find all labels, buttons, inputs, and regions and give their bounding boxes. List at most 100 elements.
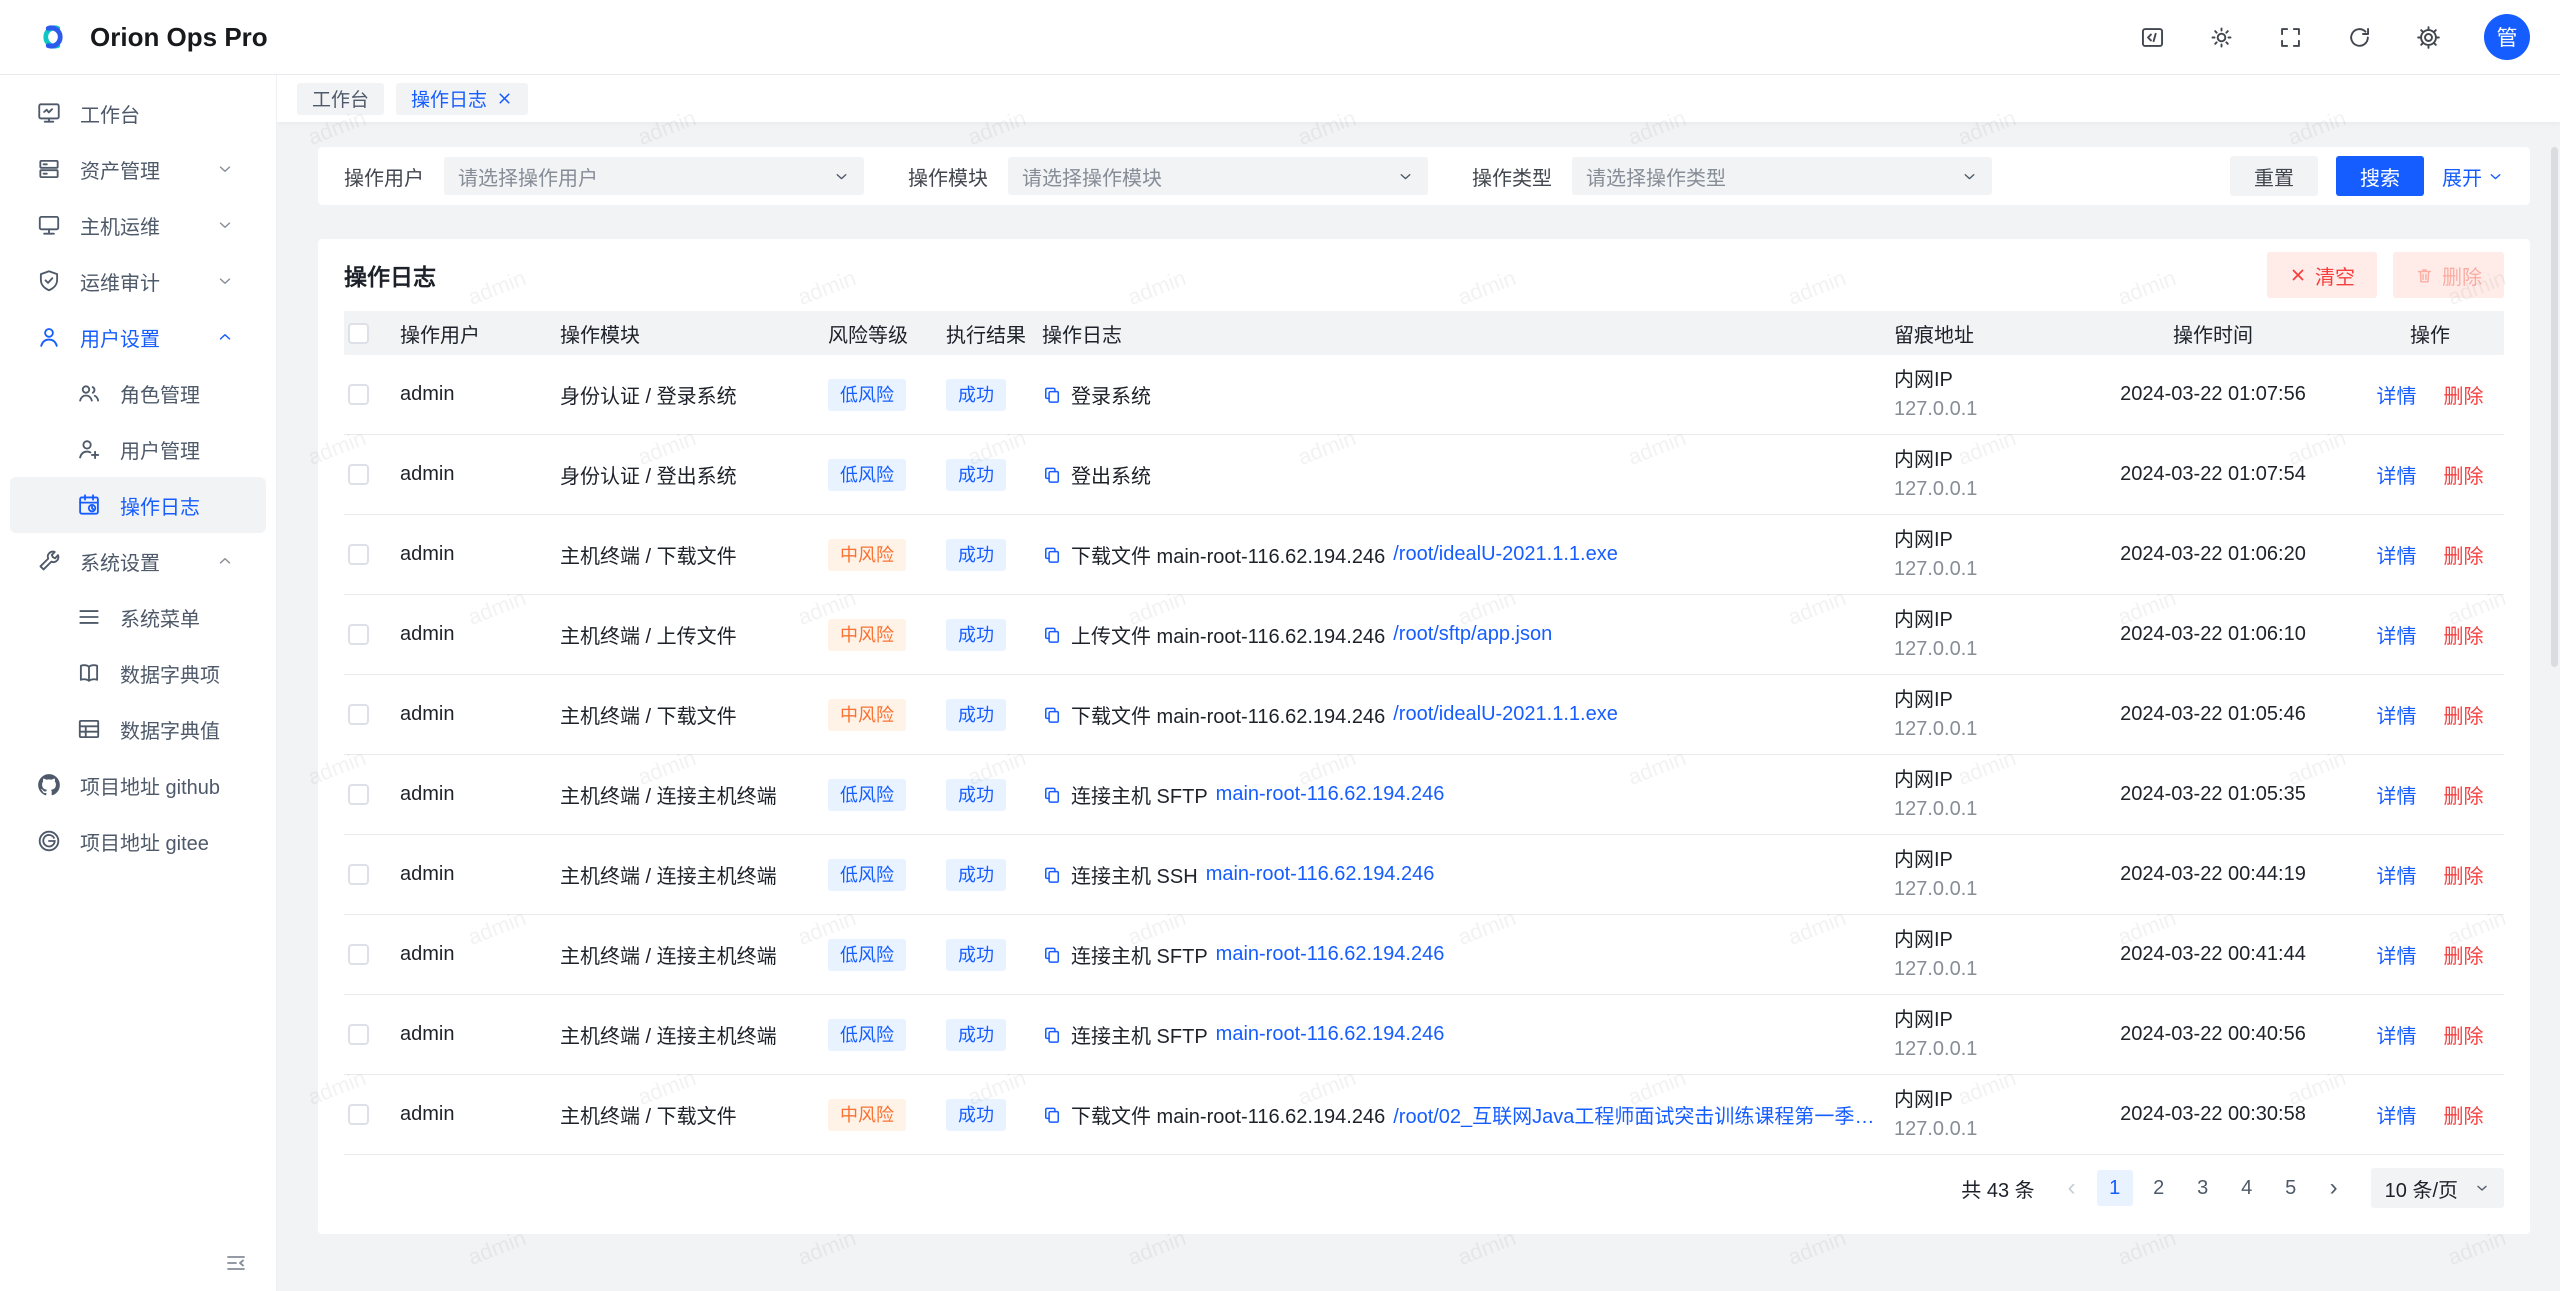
- sidebar-item-gitee[interactable]: 项目地址 gitee: [0, 813, 276, 869]
- sidebar-item-github[interactable]: 项目地址 github: [0, 757, 276, 813]
- copy-icon[interactable]: [1042, 865, 1062, 885]
- row-checkbox[interactable]: [348, 784, 369, 805]
- copy-icon[interactable]: [1042, 385, 1062, 405]
- page-number[interactable]: 4: [2241, 1176, 2253, 1199]
- detail-link[interactable]: 详情: [2376, 866, 2417, 888]
- result-badge: 成功: [946, 618, 1006, 651]
- copy-icon[interactable]: [1042, 1105, 1062, 1125]
- delete-link[interactable]: 删除: [2443, 1026, 2484, 1048]
- operation-type-select[interactable]: 请选择操作类型: [1572, 157, 1992, 195]
- page-number[interactable]: 5: [2285, 1176, 2297, 1199]
- tab-operation-log[interactable]: 操作日志: [396, 82, 529, 115]
- table-row: admin 主机终端 / 连接主机终端 低风险 成功 连接主机 SSH main-root…: [344, 835, 2504, 915]
- copy-icon[interactable]: [1042, 625, 1062, 645]
- sidebar-item-host-ops[interactable]: 主机运维: [0, 197, 276, 253]
- next-page-icon[interactable]: ›: [2329, 1174, 2338, 1201]
- copy-icon[interactable]: [1042, 785, 1062, 805]
- log-link[interactable]: main-root-116.62.194.246: [1215, 943, 1445, 965]
- sidebar-item-audit[interactable]: 运维审计: [0, 253, 276, 309]
- sidebar-item-role-management[interactable]: 角色管理: [0, 365, 276, 421]
- delete-link[interactable]: 删除: [2443, 706, 2484, 728]
- fullscreen-icon[interactable]: [2277, 24, 2304, 51]
- clear-button[interactable]: 清空: [2267, 252, 2377, 298]
- operation-user-select[interactable]: 请选择操作用户: [444, 157, 864, 195]
- page-number[interactable]: 3: [2197, 1176, 2209, 1199]
- row-checkbox[interactable]: [348, 624, 369, 645]
- detail-link[interactable]: 详情: [2376, 1106, 2417, 1128]
- detail-link[interactable]: 详情: [2376, 1026, 2417, 1048]
- time-cell: 2024-03-22 01:05:46: [2120, 703, 2306, 725]
- sidebar-item-system-menu[interactable]: 系统菜单: [0, 589, 276, 645]
- copy-icon[interactable]: [1042, 545, 1062, 565]
- gear-icon[interactable]: [2415, 24, 2442, 51]
- delete-link[interactable]: 删除: [2443, 1106, 2484, 1128]
- ops-cell: 详情 删除: [2356, 380, 2504, 409]
- user-avatar[interactable]: 管: [2484, 14, 2530, 60]
- log-link[interactable]: /root/idealU-2021.1.1.exe: [1393, 543, 1618, 565]
- theme-brightness-icon[interactable]: [2208, 24, 2235, 51]
- copy-icon[interactable]: [1042, 945, 1062, 965]
- log-link[interactable]: main-root-116.62.194.246: [1215, 783, 1445, 805]
- tab-workbench[interactable]: 工作台: [297, 82, 385, 115]
- log-link[interactable]: main-root-116.62.194.246: [1205, 863, 1435, 885]
- log-link[interactable]: /root/idealU-2021.1.1.exe: [1393, 703, 1618, 725]
- detail-link[interactable]: 详情: [2376, 626, 2417, 648]
- delete-link[interactable]: 删除: [2443, 626, 2484, 648]
- detail-link[interactable]: 详情: [2376, 466, 2417, 488]
- select-all-checkbox[interactable]: [348, 322, 369, 344]
- risk-badge: 中风险: [828, 538, 906, 571]
- delete-link[interactable]: 删除: [2443, 466, 2484, 488]
- copy-icon[interactable]: [1042, 1025, 1062, 1045]
- copy-icon[interactable]: [1042, 705, 1062, 725]
- log-link[interactable]: /root/02_互联网Java工程师面试突击训练课程第一季的内容说明.zip: [1393, 1106, 1878, 1128]
- close-icon[interactable]: [496, 90, 513, 107]
- delete-link[interactable]: 删除: [2443, 946, 2484, 968]
- sidebar-item-operation-log[interactable]: 操作日志: [10, 477, 266, 533]
- search-button[interactable]: 搜索: [2336, 156, 2424, 196]
- row-checkbox[interactable]: [348, 944, 369, 965]
- delete-link[interactable]: 删除: [2443, 866, 2484, 888]
- row-checkbox[interactable]: [348, 704, 369, 725]
- delete-link[interactable]: 删除: [2443, 546, 2484, 568]
- row-checkbox[interactable]: [348, 1024, 369, 1045]
- result-badge: 成功: [946, 858, 1006, 891]
- reset-button[interactable]: 重置: [2230, 156, 2318, 196]
- prev-page-icon[interactable]: ‹: [2067, 1174, 2076, 1201]
- module-cell: 主机终端 / 下载文件: [560, 706, 737, 728]
- row-checkbox[interactable]: [348, 1104, 369, 1125]
- detail-link[interactable]: 详情: [2376, 706, 2417, 728]
- detail-link[interactable]: 详情: [2376, 786, 2417, 808]
- detail-link[interactable]: 详情: [2376, 946, 2417, 968]
- row-checkbox[interactable]: [348, 864, 369, 885]
- log-link[interactable]: main-root-116.62.194.246: [1215, 1023, 1445, 1045]
- result-badge: 成功: [946, 458, 1006, 491]
- sidebar-item-dict-values[interactable]: 数据字典值: [0, 701, 276, 757]
- sidebar-item-dict-items[interactable]: 数据字典项: [0, 645, 276, 701]
- page-size-select[interactable]: 10 条/页: [2370, 1168, 2504, 1208]
- row-checkbox[interactable]: [348, 384, 369, 405]
- delete-link[interactable]: 删除: [2443, 386, 2484, 408]
- expand-toggle[interactable]: 展开: [2442, 162, 2504, 191]
- row-checkbox[interactable]: [348, 464, 369, 485]
- delete-button[interactable]: 删除: [2393, 252, 2504, 298]
- code-view-icon[interactable]: [2139, 24, 2166, 51]
- sidebar-collapse-icon[interactable]: [224, 1251, 248, 1275]
- log-text: 连接主机 SFTP: [1071, 1026, 1208, 1048]
- page-number[interactable]: 2: [2153, 1176, 2165, 1199]
- sidebar-item-user-settings[interactable]: 用户设置: [0, 309, 276, 365]
- refresh-icon[interactable]: [2346, 24, 2373, 51]
- page-number[interactable]: 1: [2096, 1170, 2133, 1206]
- operation-module-select[interactable]: 请选择操作模块: [1008, 157, 1428, 195]
- addr-cell: 内网IP 127.0.0.1: [1894, 690, 2070, 739]
- copy-icon[interactable]: [1042, 465, 1062, 485]
- delete-link[interactable]: 删除: [2443, 786, 2484, 808]
- log-link[interactable]: /root/sftp/app.json: [1393, 623, 1553, 645]
- scrollbar-thumb[interactable]: [2551, 147, 2558, 667]
- detail-link[interactable]: 详情: [2376, 386, 2417, 408]
- row-checkbox[interactable]: [348, 544, 369, 565]
- detail-link[interactable]: 详情: [2376, 546, 2417, 568]
- sidebar-item-assets[interactable]: 资产管理: [0, 141, 276, 197]
- sidebar-item-workbench[interactable]: 工作台: [0, 85, 276, 141]
- sidebar-item-system-settings[interactable]: 系统设置: [0, 533, 276, 589]
- sidebar-item-user-management[interactable]: 用户管理: [0, 421, 276, 477]
